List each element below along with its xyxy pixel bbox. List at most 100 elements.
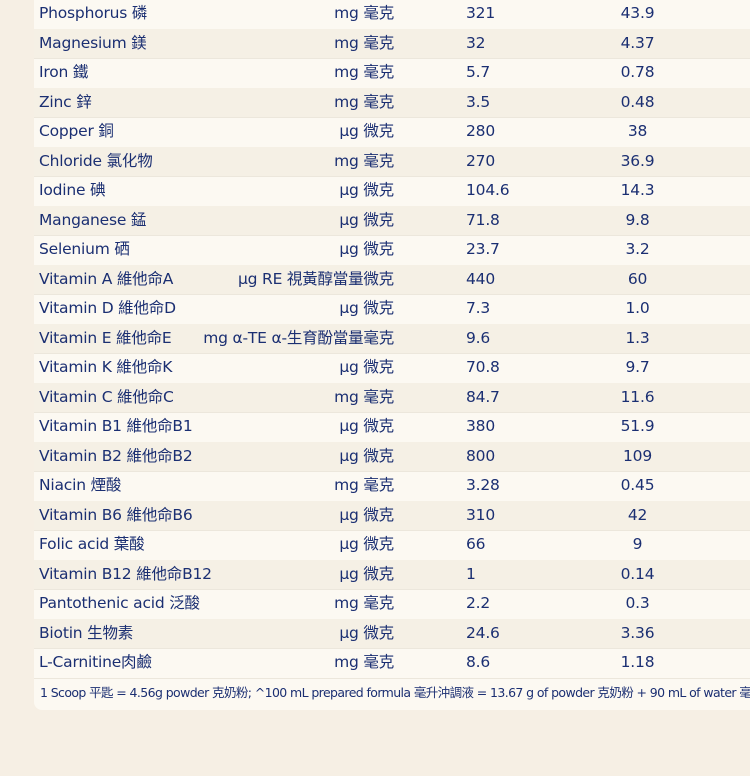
table-row: Biotin 生物素 μg 微克 24.6 3.36 xyxy=(34,618,750,649)
nutrient-name: Biotin 生物素 xyxy=(39,623,134,642)
value-per-100g: 321 xyxy=(466,4,495,22)
unit-label: μg 微克 xyxy=(339,535,394,553)
footnote: 1 Scoop 平匙 = 4.56g powder 克奶粉; ^100 mL p… xyxy=(40,685,750,700)
unit-label: μg 微克 xyxy=(339,564,394,583)
value-per-100ml: 1.18 xyxy=(620,653,655,671)
nutrient-name: Folic acid 葉酸 xyxy=(39,535,145,553)
table-row: Iodine 碘 μg 微克 104.6 14.3 xyxy=(34,176,750,207)
value-per-100ml: 9.8 xyxy=(625,210,650,229)
value-per-100g: 9.6 xyxy=(466,328,491,347)
nutrient-name: Chloride 氯化物 xyxy=(39,151,153,170)
value-per-100ml: 1.3 xyxy=(625,328,650,347)
nutrient-name: Selenium 硒 xyxy=(39,240,130,258)
value-per-100ml: 14.3 xyxy=(620,181,655,199)
table-row: Vitamin C 維他命C mg 毫克 84.7 11.6 xyxy=(34,382,750,413)
value-per-100ml: 38 xyxy=(627,122,648,140)
value-per-100ml: 60 xyxy=(627,269,648,288)
value-per-100g: 32 xyxy=(466,33,486,52)
value-per-100g: 2.2 xyxy=(466,594,491,612)
table-row: Phosphorus 磷 mg 毫克 321 43.9 xyxy=(34,0,750,30)
table-row: Selenium 硒 μg 微克 23.7 3.2 xyxy=(34,235,750,266)
unit-label: mg 毫克 xyxy=(334,63,394,81)
table-row: L-Carnitine肉鹼 mg 毫克 8.6 1.18 xyxy=(34,648,750,679)
value-per-100g: 3.5 xyxy=(466,92,491,111)
nutrient-name: Vitamin B6 維他命B6 xyxy=(39,505,193,524)
unit-label: μg 微克 xyxy=(339,358,394,376)
nutrient-name: Niacin 煙酸 xyxy=(39,476,122,494)
unit-label: μg 微克 xyxy=(339,181,394,199)
table-row: Vitamin B6 維他命B6 μg 微克 310 42 xyxy=(34,500,750,531)
table-row: Vitamin B2 維他命B2 μg 微克 800 109 xyxy=(34,441,750,472)
value-per-100g: 380 xyxy=(466,417,495,435)
unit-label: μg 微克 xyxy=(339,505,394,524)
nutrient-name: Magnesium 鎂 xyxy=(39,33,147,52)
value-per-100ml: 11.6 xyxy=(620,387,655,406)
nutrient-name: Iodine 碘 xyxy=(39,181,106,199)
table-row: Zinc 鋅 mg 毫克 3.5 0.48 xyxy=(34,87,750,118)
nutrient-name: Vitamin C 維他命C xyxy=(39,387,174,406)
unit-label: mg 毫克 xyxy=(334,151,394,170)
value-per-100ml: 4.37 xyxy=(620,33,655,52)
value-per-100ml: 0.48 xyxy=(620,92,655,111)
table-row: Vitamin B1 維他命B1 μg 微克 380 51.9 xyxy=(34,412,750,443)
unit-label: mg 毫克 xyxy=(334,476,394,494)
unit-label: mg 毫克 xyxy=(334,594,394,612)
table-row: Vitamin K 維他命K μg 微克 70.8 9.7 xyxy=(34,353,750,384)
nutrient-name: Iron 鐵 xyxy=(39,63,89,81)
nutrient-name: Pantothenic acid 泛酸 xyxy=(39,594,200,612)
unit-label: μg 微克 xyxy=(339,299,394,317)
nutrient-name: Vitamin D 維他命D xyxy=(39,299,176,317)
value-per-100g: 280 xyxy=(466,122,495,140)
value-per-100g: 1 xyxy=(466,564,476,583)
table-row: Vitamin A 維他命A μg RE 視黃醇當量微克 440 60 xyxy=(34,264,750,295)
nutrient-name: Manganese 錳 xyxy=(39,210,147,229)
unit-label: μg 微克 xyxy=(339,210,394,229)
value-per-100ml: 36.9 xyxy=(620,151,655,170)
value-per-100g: 84.7 xyxy=(466,387,500,406)
table-row: Niacin 煙酸 mg 毫克 3.28 0.45 xyxy=(34,471,750,502)
nutrient-name: Zinc 鋅 xyxy=(39,92,92,111)
unit-label: μg 微克 xyxy=(339,240,394,258)
nutrition-table: Phosphorus 磷 mg 毫克 321 43.9 Magnesium 鎂 mg 毫克… xyxy=(34,0,750,710)
unit-label: mg 毫克 xyxy=(334,4,394,22)
value-per-100ml: 42 xyxy=(627,505,648,524)
unit-label: μg 微克 xyxy=(339,623,394,642)
unit-label: mg α-TE α-生育酚當量毫克 xyxy=(203,328,394,347)
unit-label: μg 微克 xyxy=(339,417,394,435)
value-per-100g: 8.6 xyxy=(466,653,491,671)
value-per-100g: 3.28 xyxy=(466,476,500,494)
value-per-100g: 71.8 xyxy=(466,210,500,229)
value-per-100ml: 0.14 xyxy=(620,564,655,583)
value-per-100g: 7.3 xyxy=(466,299,491,317)
nutrient-name: Vitamin A 維他命A xyxy=(39,269,174,288)
nutrient-name: Vitamin B1 維他命B1 xyxy=(39,417,193,435)
value-per-100ml: 43.9 xyxy=(620,4,655,22)
value-per-100ml: 0.3 xyxy=(625,594,650,612)
unit-label: mg 毫克 xyxy=(334,33,394,52)
value-per-100ml: 3.2 xyxy=(625,240,650,258)
table-row: Copper 銅 μg 微克 280 38 xyxy=(34,117,750,148)
value-per-100g: 70.8 xyxy=(466,358,500,376)
nutrient-name: Vitamin B2 維他命B2 xyxy=(39,446,193,465)
unit-label: mg 毫克 xyxy=(334,653,394,671)
value-per-100g: 24.6 xyxy=(466,623,500,642)
nutrient-name: Vitamin E 維他命E xyxy=(39,328,172,347)
value-per-100ml: 0.78 xyxy=(620,63,655,81)
table-row: Pantothenic acid 泛酸 mg 毫克 2.2 0.3 xyxy=(34,589,750,620)
unit-label: mg 毫克 xyxy=(334,92,394,111)
nutrient-name: Phosphorus 磷 xyxy=(39,4,148,22)
value-per-100ml: 0.45 xyxy=(620,476,655,494)
table-row: Manganese 錳 μg 微克 71.8 9.8 xyxy=(34,205,750,236)
value-per-100ml: 1.0 xyxy=(625,299,650,317)
table-row: Vitamin E 維他命E mg α-TE α-生育酚當量毫克 9.6 1.3 xyxy=(34,323,750,354)
value-per-100g: 270 xyxy=(466,151,495,170)
value-per-100ml: 109 xyxy=(623,446,652,465)
value-per-100g: 800 xyxy=(466,446,495,465)
unit-label: μg 微克 xyxy=(339,446,394,465)
value-per-100g: 5.7 xyxy=(466,63,491,81)
table-row: Magnesium 鎂 mg 毫克 32 4.37 xyxy=(34,28,750,59)
nutrient-name: Vitamin B12 維他命B12 xyxy=(39,564,212,583)
table-row: Vitamin D 維他命D μg 微克 7.3 1.0 xyxy=(34,294,750,325)
nutrient-name: Copper 銅 xyxy=(39,122,114,140)
value-per-100ml: 3.36 xyxy=(620,623,655,642)
